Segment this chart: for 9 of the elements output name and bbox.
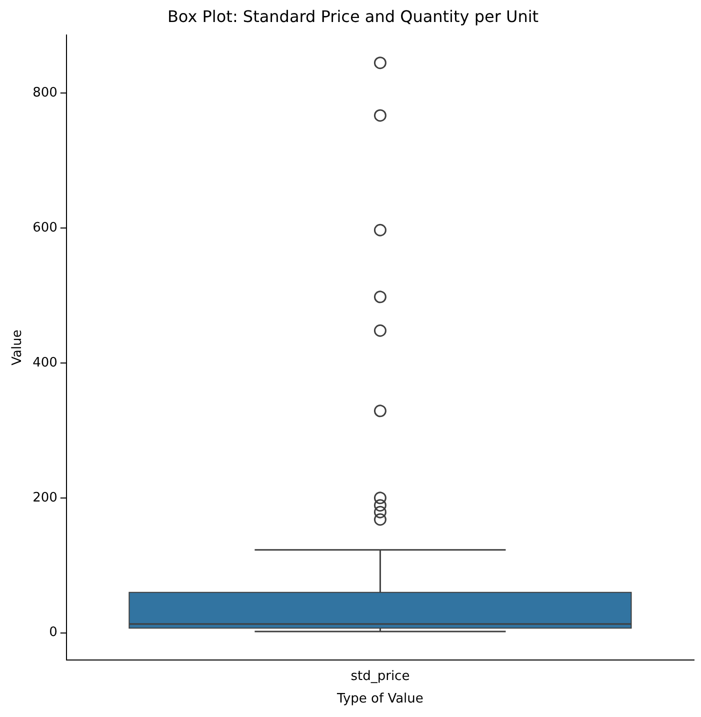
y-tick-label: 200 xyxy=(32,490,58,506)
y-tick-label: 600 xyxy=(32,220,58,236)
x-axis-title: Type of Value xyxy=(336,692,424,707)
y-axis-title: Value xyxy=(10,330,26,366)
y-tick-label: 0 xyxy=(49,625,58,640)
x-tick-label: std_price xyxy=(350,668,410,684)
y-tick-label: 800 xyxy=(32,86,58,101)
y-tick-label: 400 xyxy=(32,355,58,370)
chart-title: Box Plot: Standard Price and Quantity per Unit xyxy=(167,6,539,26)
